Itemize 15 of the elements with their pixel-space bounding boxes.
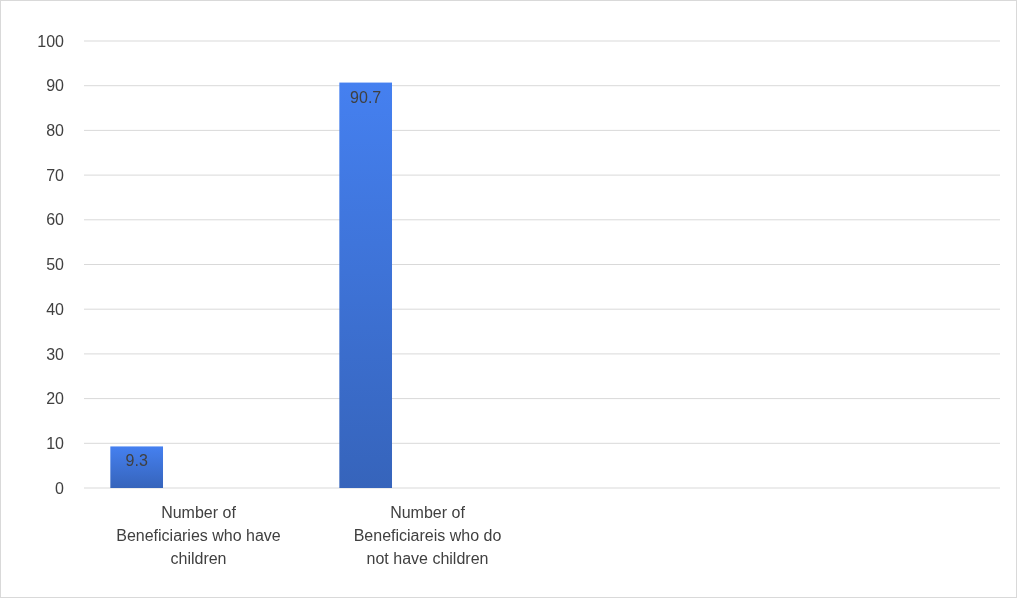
y-tick-label: 20 bbox=[46, 390, 65, 408]
y-tick-label: 90 bbox=[46, 77, 65, 95]
y-tick-label: 100 bbox=[37, 32, 65, 50]
y-tick-label: 10 bbox=[46, 434, 65, 452]
x-tick-label: Number of Beneficiaries who have children bbox=[116, 504, 281, 567]
y-tick-label: 80 bbox=[46, 122, 65, 139]
data-label: 90.7 bbox=[350, 88, 382, 106]
y-tick-label: 70 bbox=[46, 166, 65, 184]
x-tick-label: Number of Beneficiareis who do not have children bbox=[353, 504, 502, 567]
data-label: 9.3 bbox=[125, 452, 148, 470]
y-tick-label: 0 bbox=[55, 479, 65, 497]
y-tick-label: 60 bbox=[46, 211, 65, 229]
y-tick-label: 50 bbox=[46, 256, 65, 274]
y-tick-label: 40 bbox=[46, 300, 65, 318]
y-tick-label: 30 bbox=[46, 345, 65, 363]
